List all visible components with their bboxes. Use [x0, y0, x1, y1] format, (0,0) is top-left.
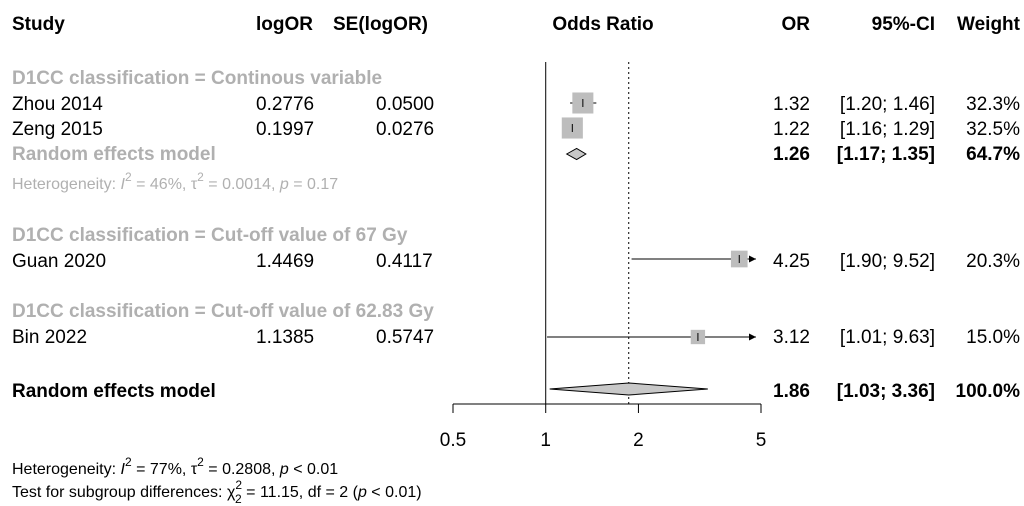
- study-name: Bin 2022: [12, 327, 87, 348]
- study-row: Guan 2020 1.4469 0.4117 4.25 [1.90; 9.52…: [12, 251, 1020, 272]
- study-ci: [1.01; 9.63]: [840, 327, 935, 348]
- study-or: 4.25: [773, 251, 810, 272]
- study-ci: [1.16; 1.29]: [840, 119, 935, 140]
- x-tick-label: 5: [756, 430, 767, 451]
- x-tick-label: 2: [633, 430, 644, 451]
- header-ci: 95%-CI: [872, 14, 935, 35]
- pooled-diamond: [549, 382, 708, 396]
- study-logor: 1.4469: [256, 251, 314, 272]
- overall-weight: 100.0%: [956, 381, 1021, 402]
- header-logor: logOR: [256, 14, 313, 35]
- overall-heterogeneity: Heterogeneity: I2 = 77%, τ2 = 0.2808, p …: [12, 455, 338, 478]
- study-name: Zhou 2014: [12, 94, 103, 115]
- subgroup-heterogeneity: Heterogeneity: I2 = 46%, τ2 = 0.0014, p …: [12, 170, 338, 193]
- study-weight: 20.3%: [966, 251, 1020, 272]
- study-se: 0.0276: [376, 119, 434, 140]
- ci-arrow: [749, 333, 756, 341]
- study-logor: 1.1385: [256, 327, 314, 348]
- pooled-label: Random effects model: [12, 144, 216, 165]
- subgroup-label-1: D1CC classification = Continous variable: [12, 68, 382, 89]
- study-logor: 0.1997: [256, 119, 314, 140]
- overall-ci: [1.03; 3.36]: [837, 381, 935, 402]
- overall-row: Random effects model 1.86 [1.03; 3.36] 1…: [12, 381, 1020, 402]
- ci-arrow: [749, 255, 756, 263]
- study-name: Guan 2020: [12, 251, 106, 272]
- header-or: OR: [782, 14, 811, 35]
- study-logor: 0.2776: [256, 94, 314, 115]
- pooled-diamond: [565, 147, 587, 161]
- study-weight: 32.5%: [966, 119, 1020, 140]
- study-or: 3.12: [773, 327, 810, 348]
- study-se: 0.4117: [376, 251, 433, 272]
- study-marks: [547, 92, 756, 396]
- pooled-weight: 64.7%: [966, 144, 1020, 165]
- pooled-ci: [1.17; 1.35]: [837, 144, 935, 165]
- x-axis: 0.5 1 2 5: [440, 403, 767, 451]
- study-row: Zhou 2014 0.2776 0.0500 1.32 [1.20; 1.46…: [12, 94, 1020, 115]
- reference-lines: [545, 62, 630, 404]
- study-or: 1.32: [773, 94, 810, 115]
- study-weight: 15.0%: [966, 327, 1020, 348]
- study-se: 0.0500: [376, 94, 434, 115]
- study-name: Zeng 2015: [12, 119, 103, 140]
- header-odds-ratio: Odds Ratio: [552, 14, 653, 35]
- x-tick-label: 0.5: [440, 430, 466, 451]
- pooled-or: 1.26: [773, 144, 810, 165]
- x-tick-label: 1: [540, 430, 551, 451]
- study-row: Bin 2022 1.1385 0.5747 3.12 [1.01; 9.63]…: [12, 327, 1020, 348]
- overall-or: 1.86: [773, 381, 810, 402]
- study-row: Zeng 2015 0.1997 0.0276 1.22 [1.16; 1.29…: [12, 119, 1020, 140]
- study-se: 0.5747: [376, 327, 434, 348]
- subgroup-label-2: D1CC classification = Cut-off value of 6…: [12, 225, 408, 246]
- study-ci: [1.20; 1.46]: [840, 94, 935, 115]
- study-ci: [1.90; 9.52]: [840, 251, 935, 272]
- overall-label: Random effects model: [12, 381, 216, 402]
- header-weight: Weight: [957, 14, 1021, 35]
- study-weight: 32.3%: [966, 94, 1020, 115]
- study-or: 1.22: [773, 119, 810, 140]
- header-study: Study: [12, 14, 65, 35]
- subgroup-pooled-row: Random effects model 1.26 [1.17; 1.35] 6…: [12, 144, 1020, 165]
- subgroup-differences-test: Test for subgroup differences: χ2 2 = 11.…: [12, 478, 422, 506]
- header-se: SE(logOR): [333, 14, 428, 35]
- subgroup-label-3: D1CC classification = Cut-off value of 6…: [12, 301, 434, 322]
